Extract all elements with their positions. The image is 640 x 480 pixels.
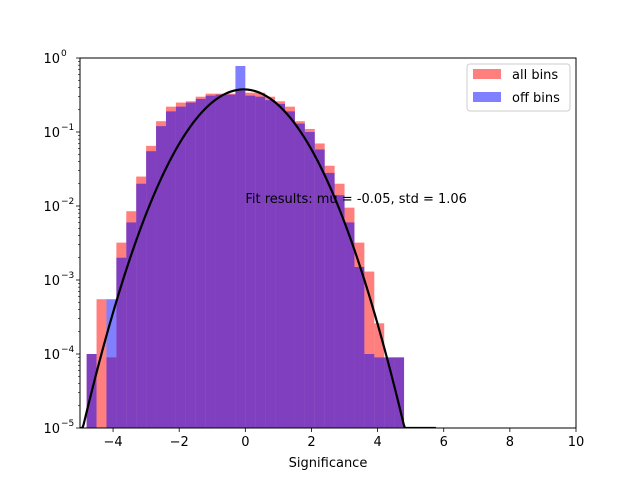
- off-bins-bar: [324, 172, 335, 428]
- off-bins-bar: [215, 94, 226, 429]
- y-tick-label: 10: [43, 348, 60, 363]
- off-bins-bar: [165, 111, 176, 429]
- off-bins-bar: [304, 132, 315, 428]
- off-bins-bar: [106, 299, 117, 428]
- y-tick-exponent: −1: [61, 123, 74, 133]
- fit-results-annotation: Fit results: mu = -0.05, std = 1.06: [245, 192, 467, 207]
- off-bins-bar: [344, 222, 355, 428]
- off-bins-bar: [255, 96, 266, 428]
- off-bins-bar: [285, 111, 295, 429]
- plot-frame: [79, 57, 577, 429]
- all-bins-bar: [96, 299, 107, 428]
- off-bins-bar: [334, 195, 345, 428]
- off-bins-bar: [294, 123, 305, 429]
- x-tick-label: 6: [440, 435, 448, 450]
- x-tick-label: 2: [307, 435, 315, 450]
- y-tick-exponent: 0: [61, 49, 67, 59]
- x-tick-label: 4: [373, 435, 381, 450]
- off-bins-bar: [235, 65, 246, 429]
- off-bins-bar: [185, 102, 196, 429]
- x-axis-label: Significance: [289, 456, 368, 471]
- legend: all bins off bins: [466, 63, 571, 112]
- off-bins-bar: [364, 354, 375, 428]
- x-tick-label: −2: [170, 435, 189, 450]
- all-bins-bar: [364, 271, 375, 428]
- x-tick-label: −4: [103, 435, 122, 450]
- x-tick-label: 0: [241, 435, 249, 450]
- off-bins-bar: [265, 100, 276, 429]
- off-bins-bar: [384, 357, 395, 428]
- legend-swatch-off-bins: [473, 92, 501, 102]
- off-bins-bar: [245, 95, 256, 429]
- y-tick-label: 10: [43, 52, 60, 67]
- off-bins-bar: [225, 94, 236, 429]
- y-tick-label: 10: [43, 274, 60, 289]
- off-bins-bar: [116, 257, 127, 428]
- legend-label-off-bins: off bins: [512, 91, 560, 106]
- x-axis: −4 −2 0 2 4 6 8 10: [103, 428, 584, 450]
- y-tick-exponent: −3: [61, 271, 74, 281]
- legend-label-all-bins: all bins: [512, 68, 558, 83]
- off-bins-bar: [354, 266, 365, 428]
- y-tick-label: 10: [43, 126, 60, 141]
- off-bins-bars: [86, 65, 405, 429]
- x-tick-label: 8: [506, 435, 514, 450]
- y-tick-exponent: −4: [61, 345, 75, 355]
- off-bins-bar: [275, 103, 286, 428]
- off-bins-bar: [175, 106, 186, 429]
- off-bins-bar: [394, 357, 405, 428]
- off-bins-bar: [314, 149, 325, 428]
- off-bins-bar: [126, 222, 137, 428]
- off-bins-bar: [195, 98, 206, 428]
- legend-swatch-all-bins: [473, 69, 501, 79]
- off-bins-bar: [205, 95, 216, 429]
- gaussian-fit-curve: [80, 88, 436, 428]
- y-tick-label: 10: [43, 422, 60, 437]
- off-bins-bar: [156, 126, 166, 428]
- off-bins-bar: [136, 183, 147, 428]
- y-tick-exponent: −2: [61, 197, 74, 207]
- y-tick-exponent: −5: [61, 419, 74, 429]
- x-tick-label: 10: [568, 435, 585, 450]
- off-bins-bar: [374, 357, 385, 428]
- off-bins-bar: [146, 151, 157, 428]
- y-tick-label: 10: [43, 200, 60, 215]
